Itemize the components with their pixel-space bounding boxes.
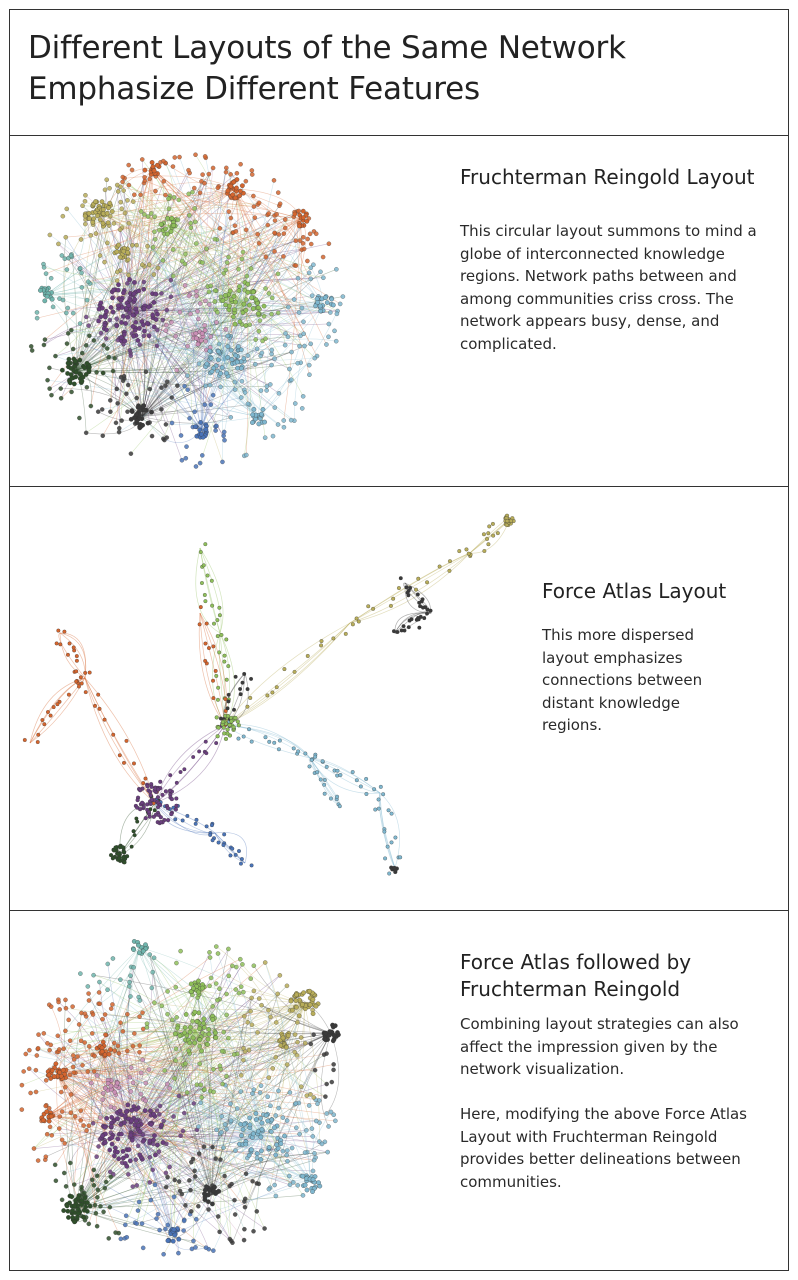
title-line-2: Emphasize Different Features xyxy=(28,71,480,107)
fr-network-nodes xyxy=(28,152,346,469)
panel-heading: Fruchterman Reingold Layout xyxy=(460,165,755,189)
panel-description: Combining layout strategies can also aff… xyxy=(460,1015,739,1078)
fa-fr-network-edges xyxy=(21,946,340,1255)
network-graph-combined-layout xyxy=(19,939,341,1257)
network-graph-fruchterman-reingold xyxy=(28,152,346,469)
panel-description: This more dispersed layout emphasizes co… xyxy=(542,626,703,734)
title-section: Different Layouts of the Same Network Em… xyxy=(10,10,788,136)
panel-description: This circular layout summons to mind a g… xyxy=(460,222,757,353)
page-title: Different Layouts of the Same Network Em… xyxy=(28,28,626,110)
fa-network-nodes xyxy=(22,513,516,876)
network-graph-force-atlas xyxy=(22,513,516,876)
panel-heading: Force Atlas Layout xyxy=(542,579,727,603)
panel-heading: Force Atlas followed by Fruchterman Rein… xyxy=(460,950,692,1001)
panel-force-atlas-then-fruchterman: Force Atlas followed by Fruchterman Rein… xyxy=(10,911,788,1270)
fa-network-edges xyxy=(29,517,511,869)
panel-force-atlas: Force Atlas Layout This more dispersed l… xyxy=(10,487,788,911)
panel-description-2: Here, modifying the above Force Atlas La… xyxy=(460,1105,747,1191)
fa-fr-network-nodes xyxy=(19,939,341,1257)
panel-fruchterman-reingold: Fruchterman Reingold Layout This circula… xyxy=(10,136,788,487)
infographic-frame: Different Layouts of the Same Network Em… xyxy=(9,9,789,1271)
title-line-1: Different Layouts of the Same Network xyxy=(28,30,626,66)
